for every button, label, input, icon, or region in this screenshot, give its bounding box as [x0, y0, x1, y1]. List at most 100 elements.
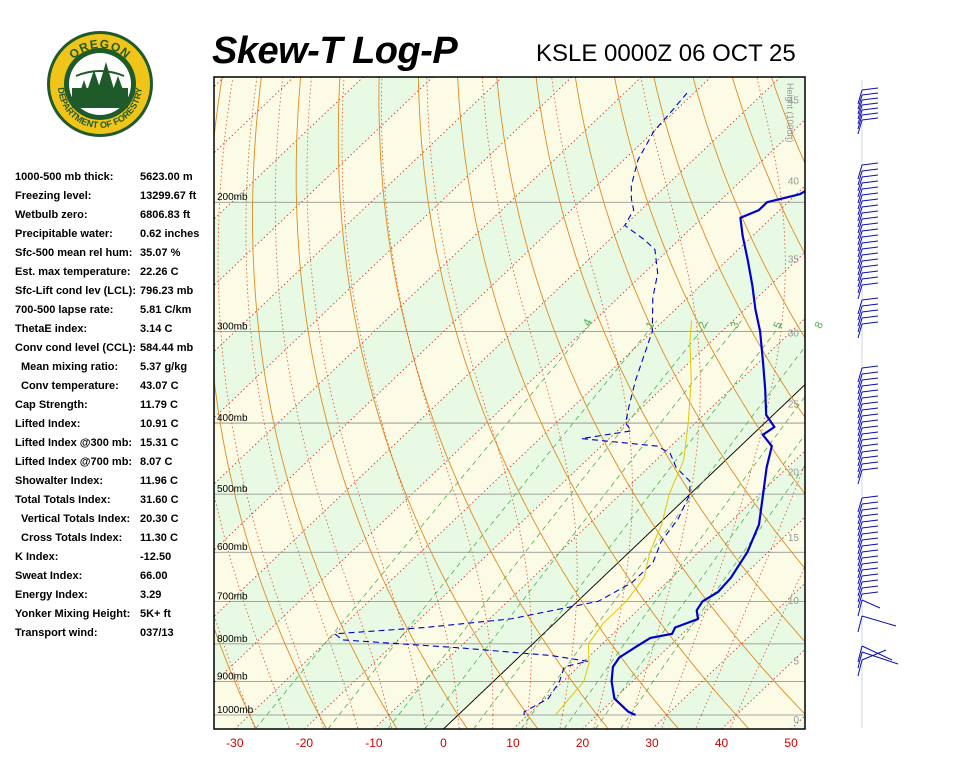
wind-barb [857, 419, 879, 437]
isotherm-line [304, 251, 805, 729]
temperature-tick-label: 30 [645, 736, 659, 750]
index-row: Mean mixing ratio: 5.37 g/kg [15, 358, 215, 377]
wind-barb [857, 389, 879, 407]
moist-adiabat [341, 77, 460, 729]
index-label: K Index: [15, 551, 59, 563]
temperature-tick-label: -30 [226, 736, 244, 750]
moist-adiabat [214, 613, 256, 729]
wind-barb [857, 443, 879, 461]
index-value: 796.23 mb [140, 285, 194, 297]
index-value: 5K+ ft [140, 608, 171, 620]
wind-barb [857, 537, 879, 555]
wind-barb [857, 531, 879, 549]
mixing-ratio-label: 8 [813, 320, 826, 331]
mixing-ratio-label: 1 [644, 320, 657, 331]
isotherm-line [214, 77, 573, 419]
isotherm-band [214, 77, 433, 286]
index-row: 700-500 lapse rate: 5.81 C/km [15, 301, 215, 320]
wind-barb [857, 252, 879, 270]
pressure-label: 500mb [217, 484, 248, 495]
mixing-ratio-line [255, 320, 594, 729]
wind-barb [857, 315, 879, 333]
wind-barb [857, 174, 879, 192]
index-label: ThetaE index: [15, 323, 88, 335]
moist-adiabat [661, 77, 786, 729]
isotherm-line [0, 77, 155, 729]
index-label: Cap Strength: [15, 399, 88, 411]
moist-adiabat [214, 492, 290, 729]
wind-barb [857, 309, 879, 327]
temperature-tick-label: 0 [440, 736, 447, 750]
pressure-label: 200mb [217, 192, 248, 203]
mixing-ratio-line [520, 346, 805, 729]
dewpoint-trace [334, 92, 691, 716]
index-row: Showalter Index: 11.96 C [15, 472, 215, 491]
station-time-label: KSLE 0000Z 06 OCT 25 [536, 40, 796, 67]
wind-barb [857, 645, 893, 663]
index-label: Conv cond level (CCL): [15, 342, 137, 354]
index-value: 43.07 C [140, 380, 179, 392]
wind-barb [857, 585, 879, 603]
mixing-ratio-line [563, 396, 805, 729]
index-row: ThetaE index: 3.14 C [15, 320, 215, 339]
wind-barb [857, 543, 879, 561]
index-value: 10.91 C [140, 418, 179, 430]
dry-adiabat [496, 77, 805, 715]
wind-barb [857, 519, 879, 537]
wind-barb [857, 401, 879, 419]
index-label: 1000-500 mb thick: [15, 171, 114, 183]
wind-barb [857, 117, 879, 135]
wind-barb [857, 234, 879, 252]
wind-barb [857, 395, 879, 413]
dry-adiabat [811, 77, 960, 729]
wind-barb [857, 549, 879, 567]
index-label: Showalter Index: [15, 475, 104, 487]
mixing-ratio-line [424, 320, 742, 729]
mixing-ratio-line [620, 465, 805, 729]
temperature-trace [610, 189, 805, 717]
index-row: Sweat Index: 66.00 [15, 567, 215, 586]
height-label: 0 [793, 715, 799, 726]
index-label: Sfc-500 mean rel hum: [15, 247, 133, 259]
moist-adiabat [695, 463, 805, 729]
wind-barb [857, 216, 879, 234]
wind-barb [857, 431, 879, 449]
index-value: 8.07 C [140, 456, 173, 468]
index-value: 22.26 C [140, 266, 179, 278]
index-value: 31.60 C [140, 494, 179, 506]
index-label: 700-500 lapse rate: [15, 304, 114, 316]
wind-barb [857, 246, 879, 264]
index-value: 3.29 [140, 589, 162, 601]
chart-title: Skew-T Log-P [212, 30, 458, 72]
index-label: Yonker Mixing Height: [15, 608, 131, 620]
height-label: 20 [788, 467, 800, 478]
parcel-trace [555, 320, 692, 716]
wind-barb [857, 258, 879, 276]
dry-adiabat [614, 77, 805, 495]
temperature-tick-label: -10 [365, 736, 383, 750]
index-value: 3.14 C [140, 323, 173, 335]
wind-barb [857, 321, 879, 339]
moist-adiabat [217, 77, 325, 729]
index-value: 6806.83 ft [140, 209, 191, 221]
moist-adiabat [274, 77, 393, 729]
isotherm-band [791, 715, 805, 729]
index-value: 0.62 inches [140, 228, 200, 240]
dry-adiabat [214, 626, 257, 729]
mixing-ratio-line [387, 320, 710, 729]
isotherm-band [234, 186, 805, 729]
index-row: Wetbulb zero: 6806.83 ft [15, 206, 215, 225]
isotherm-line [0, 77, 85, 729]
wind-barb [857, 297, 879, 315]
pressure-label: 300mb [217, 321, 248, 332]
mixing-ratio-label: 3 [729, 320, 742, 331]
pressure-label: 600mb [217, 542, 248, 553]
wind-barb [857, 222, 879, 240]
plot-area [0, 77, 960, 729]
index-value: 5.37 g/kg [140, 361, 188, 373]
wind-barb [857, 615, 897, 633]
index-row: Sfc-Lift cond lev (LCL): 796.23 mb [15, 282, 215, 301]
wind-barb [857, 449, 879, 467]
wind-barb [857, 192, 879, 210]
